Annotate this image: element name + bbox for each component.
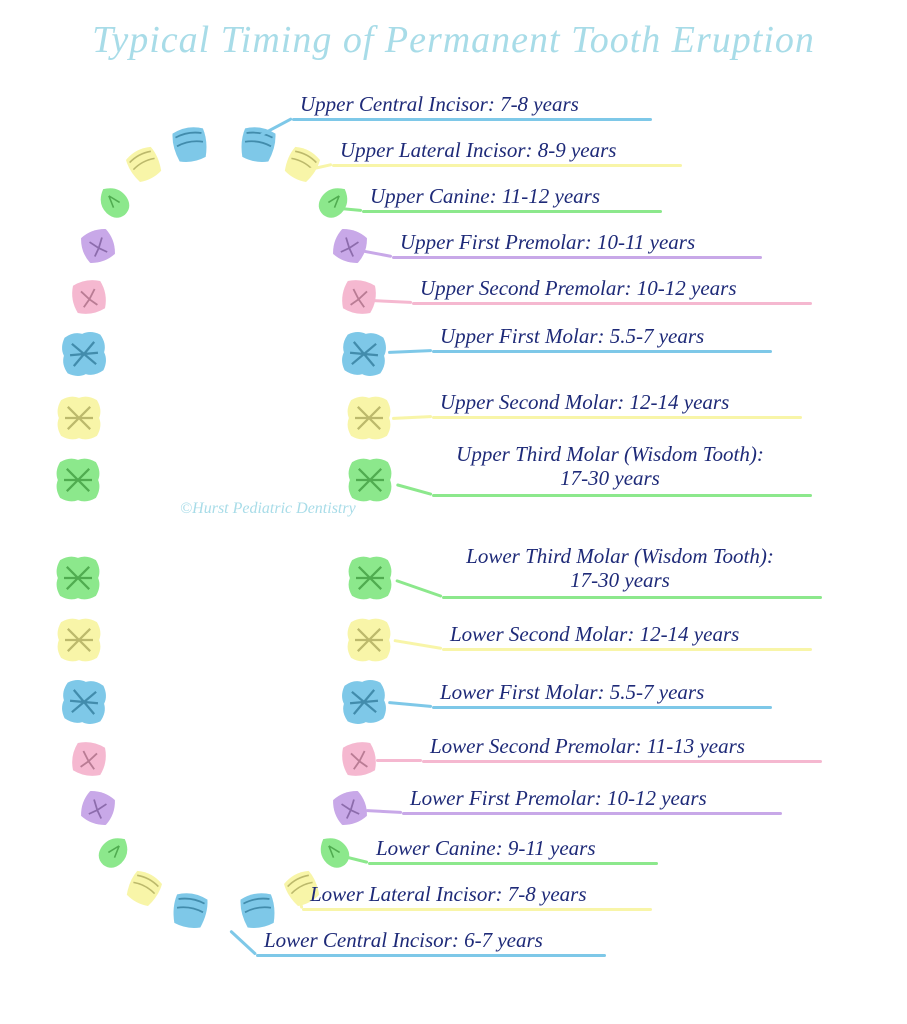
label-upper-second-molar: Upper Second Molar: 12-14 years: [440, 390, 729, 415]
lower-left-central-incisor-tooth: [164, 881, 216, 940]
underline-upper-second-molar: [432, 416, 802, 419]
label-upper-central-incisor: Upper Central Incisor: 7-8 years: [300, 92, 579, 117]
label-upper-first-molar: Upper First Molar: 5.5-7 years: [440, 324, 704, 349]
underline-lower-second-premolar: [422, 760, 822, 763]
upper-left-first-molar-tooth: [54, 324, 115, 385]
leader-upper-third-molar: [396, 483, 433, 496]
label-lower-first-molar: Lower First Molar: 5.5-7 years: [440, 680, 704, 705]
label-lower-second-premolar: Lower Second Premolar: 11-13 years: [430, 734, 745, 759]
underline-upper-central-incisor: [292, 118, 652, 121]
label-lower-central-incisor: Lower Central Incisor: 6-7 years: [264, 928, 543, 953]
underline-upper-first-premolar: [392, 256, 762, 259]
underline-upper-third-molar: [432, 494, 812, 497]
label-lower-lateral-incisor: Lower Lateral Incisor: 7-8 years: [310, 882, 587, 907]
leader-lower-third-molar: [396, 579, 443, 598]
upper-right-second-molar-tooth: [340, 390, 398, 446]
underline-upper-lateral-incisor: [332, 164, 682, 167]
lower-right-second-molar-tooth: [340, 612, 398, 668]
upper-right-third-molar-tooth: [340, 452, 400, 508]
label-lower-canine: Lower Canine: 9-11 years: [376, 836, 596, 861]
upper-left-second-premolar-tooth: [62, 270, 115, 323]
underline-lower-second-molar: [442, 648, 812, 651]
lower-left-third-molar-tooth: [48, 550, 108, 606]
underline-upper-second-premolar: [412, 302, 812, 305]
lower-left-second-molar-tooth: [50, 612, 108, 668]
underline-upper-canine: [362, 210, 662, 213]
underline-lower-canine: [368, 862, 658, 865]
upper-right-second-premolar-tooth: [332, 270, 385, 323]
page-title: Typical Timing of Permanent Tooth Erupti…: [0, 18, 907, 62]
label-lower-third-molar: Lower Third Molar (Wisdom Tooth): 17-30 …: [450, 544, 790, 592]
underline-lower-first-molar: [432, 706, 772, 709]
copyright-text: ©Hurst Pediatric Dentistry: [180, 500, 356, 518]
label-upper-canine: Upper Canine: 11-12 years: [370, 184, 600, 209]
upper-left-third-molar-tooth: [48, 452, 108, 508]
label-upper-lateral-incisor: Upper Lateral Incisor: 8-9 years: [340, 138, 616, 163]
leader-lower-first-molar: [388, 701, 432, 708]
label-lower-second-molar: Lower Second Molar: 12-14 years: [450, 622, 739, 647]
label-upper-second-premolar: Upper Second Premolar: 10-12 years: [420, 276, 737, 301]
upper-right-central-incisor-tooth: [232, 115, 284, 174]
underline-lower-central-incisor: [256, 954, 606, 957]
upper-left-central-incisor-tooth: [164, 115, 216, 174]
lower-left-first-molar-tooth: [54, 672, 115, 733]
upper-left-second-molar-tooth: [50, 390, 108, 446]
leader-upper-first-molar: [388, 349, 432, 354]
upper-right-first-molar-tooth: [334, 324, 395, 385]
leader-lower-second-premolar: [376, 759, 422, 762]
label-upper-third-molar: Upper Third Molar (Wisdom Tooth): 17-30 …: [440, 442, 780, 490]
lower-right-third-molar-tooth: [340, 550, 400, 606]
lower-right-first-molar-tooth: [334, 672, 395, 733]
underline-lower-third-molar: [442, 596, 822, 599]
leader-lower-second-molar: [394, 639, 442, 650]
lower-left-second-premolar-tooth: [62, 732, 115, 785]
underline-upper-first-molar: [432, 350, 772, 353]
label-upper-first-premolar: Upper First Premolar: 10-11 years: [400, 230, 695, 255]
label-lower-first-premolar: Lower First Premolar: 10-12 years: [410, 786, 707, 811]
underline-lower-lateral-incisor: [302, 908, 652, 911]
underline-lower-first-premolar: [402, 812, 782, 815]
